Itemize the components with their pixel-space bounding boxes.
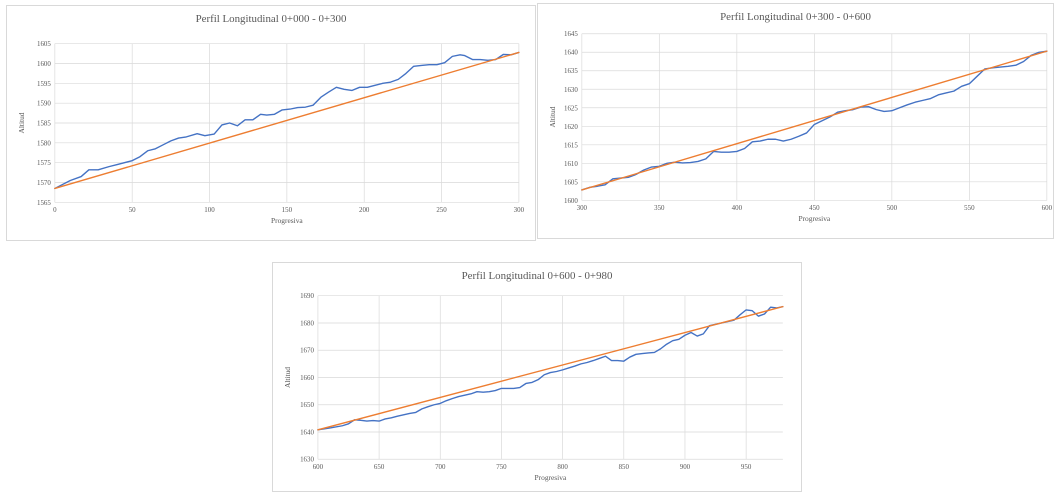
y-tick-label: 1610 bbox=[564, 160, 578, 168]
x-tick-label: 900 bbox=[680, 464, 691, 471]
y-tick-label: 1660 bbox=[300, 375, 314, 382]
design-grade-line bbox=[581, 50, 1048, 191]
x-tick-label: 600 bbox=[313, 464, 324, 471]
y-tick-label: 1580 bbox=[37, 139, 51, 147]
chart-panel-2: Perfil Longitudinal 0+300 - 0+600 300 350 4… bbox=[537, 3, 1054, 239]
profile-chart-1: Perfil Longitudinal 0+000 - 0+300 0 50 100 1… bbox=[17, 13, 525, 225]
y-tick-label: 1680 bbox=[300, 320, 314, 327]
x-tick-label: 650 bbox=[374, 464, 385, 471]
y-tick-label: 1605 bbox=[564, 178, 578, 186]
x-tick-label: 800 bbox=[557, 464, 568, 471]
terrain-profile-line bbox=[54, 51, 520, 190]
x-tick-label: 600 bbox=[1042, 204, 1053, 212]
x-axis-label: Progresiva bbox=[798, 214, 830, 223]
y-tick-label: 1615 bbox=[564, 141, 578, 149]
y-tick-label: 1640 bbox=[300, 429, 314, 436]
x-tick-label: 450 bbox=[809, 204, 820, 212]
y-tick-label: 1640 bbox=[564, 49, 578, 57]
x-axis-label: Progresiva bbox=[271, 216, 303, 225]
y-tick-label: 1630 bbox=[564, 86, 578, 94]
x-tick-label: 400 bbox=[732, 204, 743, 212]
x-tick-label: 300 bbox=[514, 206, 525, 214]
x-tick-label: 350 bbox=[654, 204, 665, 212]
x-tick-label: 0 bbox=[53, 206, 57, 214]
profile-chart-2: Perfil Longitudinal 0+300 - 0+600 300 350 4… bbox=[548, 11, 1053, 223]
y-tick-label: 1585 bbox=[37, 119, 51, 127]
chart-title: Perfil Longitudinal 0+300 - 0+600 bbox=[720, 11, 871, 23]
y-tick-label: 1600 bbox=[564, 197, 578, 205]
x-tick-label: 700 bbox=[435, 464, 446, 471]
x-tick-label: 200 bbox=[359, 206, 370, 214]
x-tick-label: 250 bbox=[436, 206, 447, 214]
x-tick-label: 150 bbox=[282, 206, 293, 214]
y-tick-label: 1635 bbox=[564, 67, 578, 75]
y-tick-label: 1620 bbox=[564, 123, 578, 131]
chart-panel-3: Perfil Longitudinal 0+600 - 0+980 600 650 7… bbox=[272, 262, 802, 492]
chart-panel-1: Perfil Longitudinal 0+000 - 0+300 0 50 100 1… bbox=[6, 5, 536, 241]
x-tick-label: 750 bbox=[496, 464, 507, 471]
y-tick-label: 1630 bbox=[300, 457, 314, 464]
x-tick-label: 550 bbox=[964, 204, 975, 212]
y-axis-label: Altitud bbox=[17, 112, 26, 133]
x-tick-label: 500 bbox=[887, 204, 898, 212]
y-tick-label: 1650 bbox=[300, 402, 314, 409]
y-tick-label: 1590 bbox=[37, 100, 51, 108]
y-tick-label: 1575 bbox=[37, 159, 51, 167]
x-tick-label: 300 bbox=[577, 204, 588, 212]
chart-title: Perfil Longitudinal 0+600 - 0+980 bbox=[462, 270, 613, 282]
y-axis-label: Altitud bbox=[283, 367, 292, 388]
x-tick-label: 950 bbox=[741, 464, 752, 471]
design-grade-line bbox=[317, 305, 784, 431]
y-tick-label: 1600 bbox=[37, 60, 51, 68]
y-tick-label: 1605 bbox=[37, 40, 51, 48]
y-tick-label: 1690 bbox=[300, 293, 314, 300]
x-tick-label: 850 bbox=[619, 464, 630, 471]
y-tick-label: 1670 bbox=[300, 348, 314, 355]
y-tick-label: 1645 bbox=[564, 30, 578, 38]
y-tick-label: 1625 bbox=[564, 104, 578, 112]
terrain-profile-line bbox=[317, 305, 784, 431]
x-axis-label: Progresiva bbox=[535, 473, 567, 482]
y-tick-label: 1570 bbox=[37, 179, 51, 187]
y-axis-label: Altitud bbox=[548, 106, 557, 127]
y-tick-label: 1595 bbox=[37, 80, 51, 88]
y-tick-label: 1565 bbox=[37, 199, 51, 207]
design-grade-line bbox=[54, 51, 520, 190]
chart-title: Perfil Longitudinal 0+000 - 0+300 bbox=[196, 13, 347, 25]
x-tick-label: 100 bbox=[204, 206, 215, 214]
x-tick-label: 50 bbox=[129, 206, 136, 214]
profile-chart-3: Perfil Longitudinal 0+600 - 0+980 600 650 7… bbox=[283, 270, 784, 482]
